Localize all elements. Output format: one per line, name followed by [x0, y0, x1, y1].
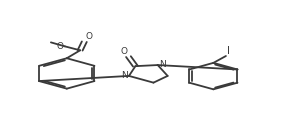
Text: N: N — [159, 60, 166, 69]
Text: O: O — [57, 42, 64, 51]
Text: O: O — [86, 32, 93, 41]
Text: O: O — [120, 47, 127, 56]
Text: I: I — [227, 46, 230, 56]
Text: N: N — [121, 71, 128, 80]
